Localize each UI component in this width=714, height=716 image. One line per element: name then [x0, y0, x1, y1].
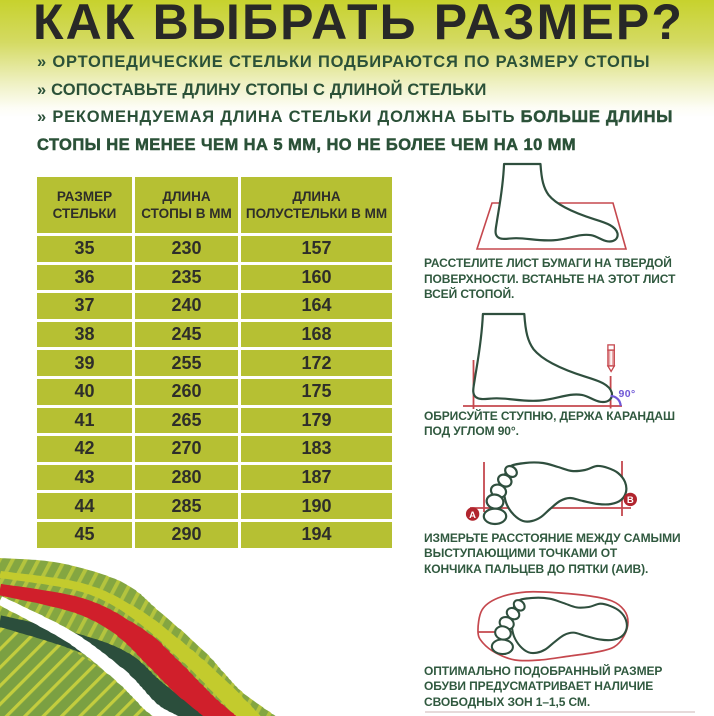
svg-text:B: B	[627, 495, 634, 506]
svg-text:A: A	[469, 510, 476, 521]
svg-text:90°: 90°	[619, 388, 636, 400]
